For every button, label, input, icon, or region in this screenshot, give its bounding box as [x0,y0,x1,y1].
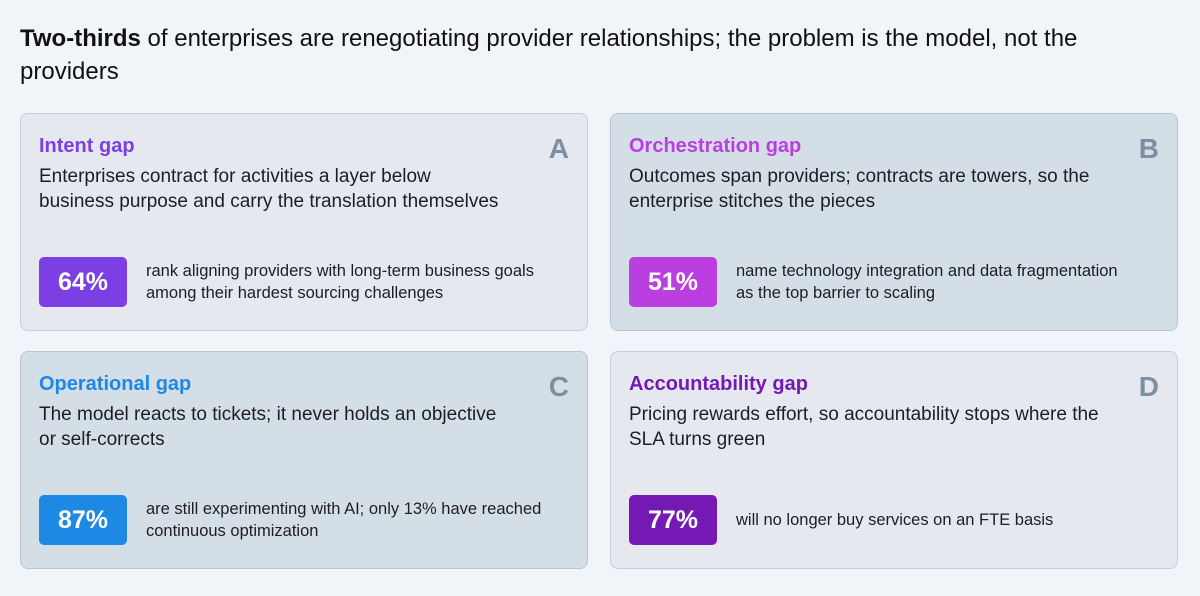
stat-badge: 51% [629,257,717,307]
card-description: Enterprises contract for activities a la… [39,166,499,212]
card-title: Accountability gap [629,373,808,395]
headline: Two-thirds of enterprises are renegotiat… [20,22,1170,88]
stat-text: will no longer buy services on an FTE ba… [736,511,1054,529]
card-title: Orchestration gap [629,135,802,157]
card-title: Operational gap [39,373,192,395]
card-description: Outcomes span providers; contracts are t… [629,166,1090,212]
card-orchestration-gap: Orchestration gap B Outcomes span provid… [610,113,1178,331]
card-letter: C [548,371,569,402]
card-letter: B [1138,133,1159,164]
card-title: Intent gap [39,135,135,157]
stat-badge: 77% [629,495,717,545]
card-operational-gap: Operational gap C The model reacts to ti… [20,351,588,569]
card-letter: D [1138,371,1159,402]
headline-text: of enterprises are renegotiating provide… [20,25,1078,85]
stat-text: rank aligning providers with long-term b… [146,262,534,302]
stat-badge: 87% [39,495,127,545]
card-accountability-gap: Accountability gap D Pricing rewards eff… [610,351,1178,569]
stat-badge: 64% [39,257,127,307]
card-description: Pricing rewards effort, so accountabilit… [629,404,1099,450]
stat-text: are still experimenting with AI; only 13… [146,500,542,540]
headline-emphasis: Two-thirds [20,25,141,52]
card-description: The model reacts to tickets; it never ho… [39,404,497,450]
stat-text: name technology integration and data fra… [736,262,1118,302]
card-letter: A [548,133,569,164]
card-intent-gap: Intent gap A Enterprises contract for ac… [20,113,588,331]
